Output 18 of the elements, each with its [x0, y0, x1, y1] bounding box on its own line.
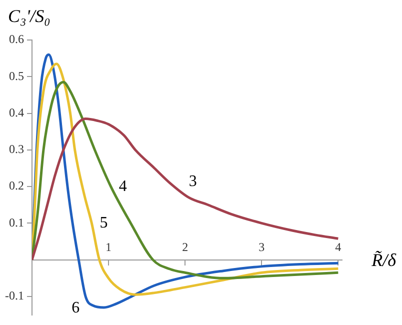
x-tick-label: 2 — [182, 240, 188, 254]
x-tick-label: 3 — [258, 240, 265, 254]
series-label: 6 — [72, 300, 80, 317]
y-tick-label: 0.5 — [8, 68, 24, 83]
series-label: 3 — [188, 172, 197, 190]
y-tick-label: 0.4 — [8, 105, 24, 120]
y-tick-label: -0.1 — [4, 288, 24, 303]
y-axis-title: C₃'/S₀ — [8, 6, 50, 27]
series-label: 5 — [100, 214, 108, 232]
x-tick-label: 1 — [106, 240, 112, 254]
series-label: 4 — [118, 178, 127, 195]
y-tick-label: 0.1 — [8, 215, 24, 230]
x-tick-label: 4 — [335, 240, 342, 254]
y-tick-label: 0.6 — [8, 32, 24, 46]
line-series — [32, 118, 340, 262]
y-tick-label: 0.2 — [8, 178, 24, 193]
y-tick-label: 0.3 — [8, 142, 24, 156]
x-axis-title: R̃/δ — [372, 250, 396, 271]
